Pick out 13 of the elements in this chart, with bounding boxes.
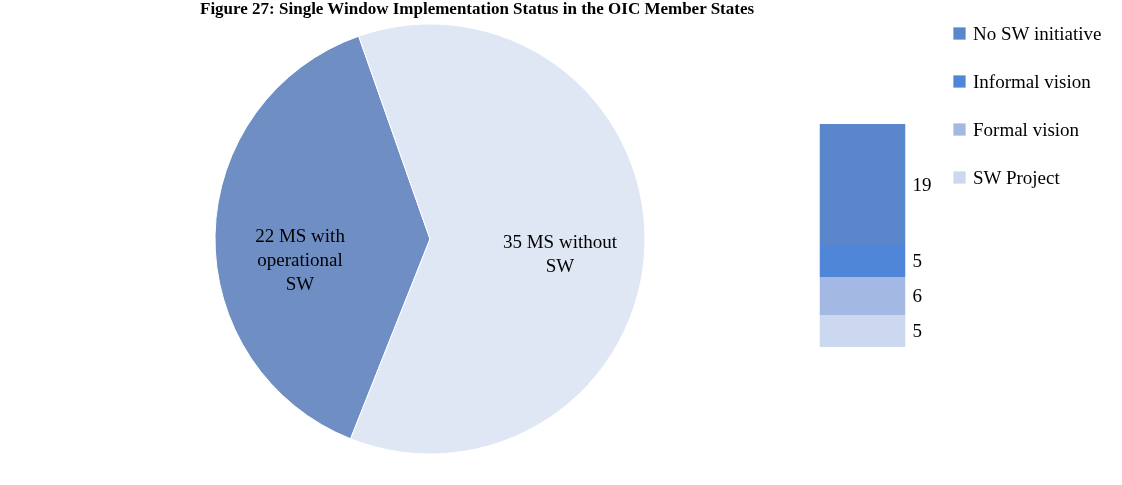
chart-title: Figure 27: Single Window Implementation Status in the OIC Member States xyxy=(200,0,755,18)
data-label: 5 xyxy=(912,249,922,271)
legend-label: No SW initiative xyxy=(973,22,1102,44)
data-label: 6 xyxy=(912,285,922,307)
slice-label: 22 MS with operational SW xyxy=(255,225,346,295)
bar xyxy=(819,276,906,316)
bar xyxy=(819,315,906,347)
legend-label: SW Project xyxy=(973,166,1061,188)
legend-label: Formal vision xyxy=(973,118,1080,140)
data-label: 5 xyxy=(912,320,922,342)
legend-label: Informal vision xyxy=(973,70,1092,92)
slice-label: 35 MS without SW xyxy=(502,230,618,276)
data-label: 19 xyxy=(912,173,932,195)
